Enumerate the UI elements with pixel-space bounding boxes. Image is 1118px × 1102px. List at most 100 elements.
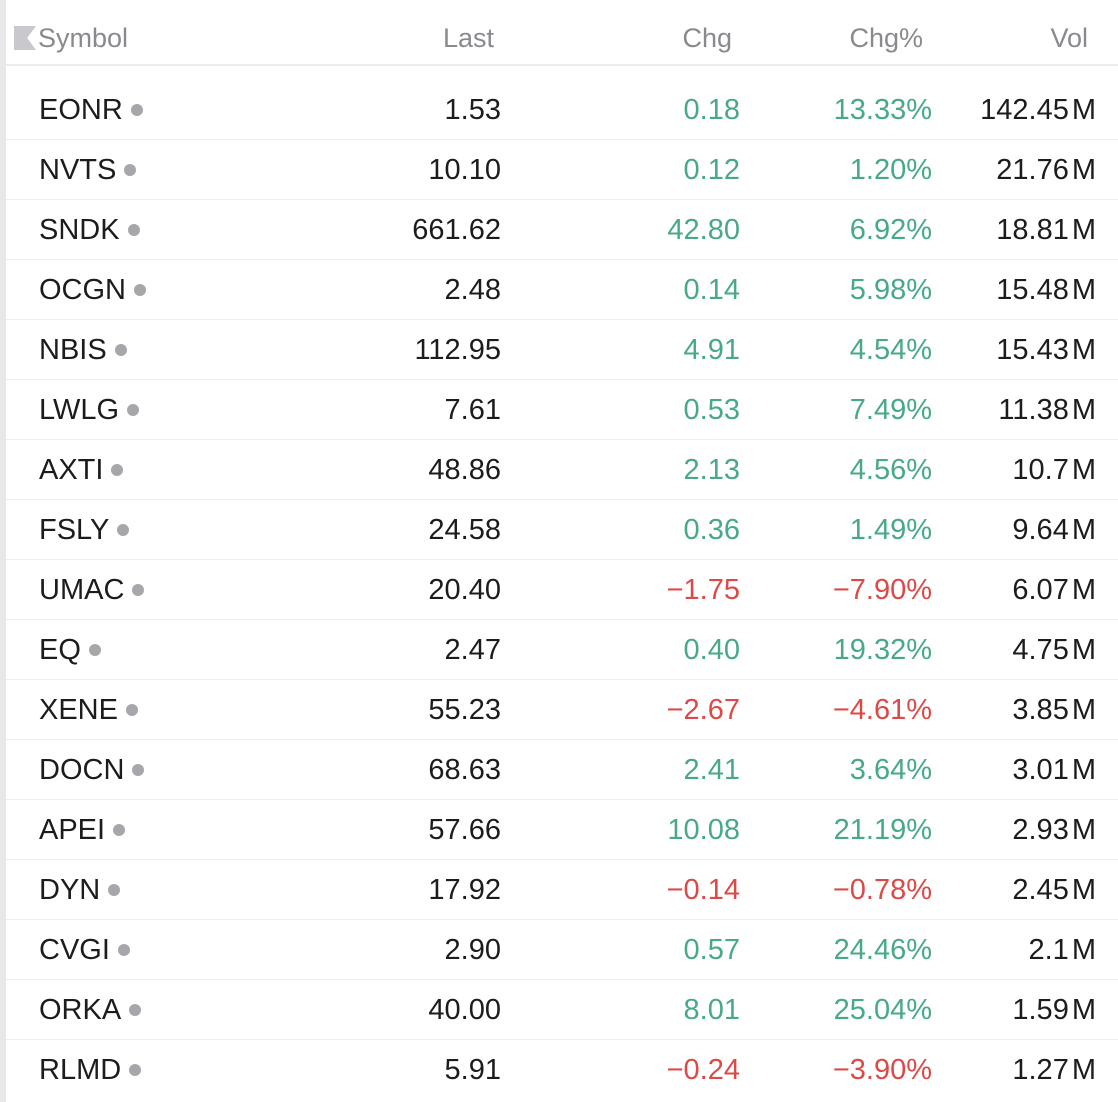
volume-unit: M (1071, 454, 1096, 486)
table-row[interactable]: CVGI 2.90 0.57 24.46% 2.1 M (6, 920, 1118, 980)
symbol-cell[interactable]: OCGN (39, 272, 146, 308)
header-last[interactable]: Last (442, 23, 494, 53)
last-price: 20.40 (428, 574, 501, 606)
table-row[interactable]: EQ 2.47 0.40 19.32% 4.75 M (6, 620, 1118, 680)
table-row[interactable]: NBIS 112.95 4.91 4.54% 15.43 M (6, 320, 1118, 380)
table-row[interactable]: APEI 57.66 10.08 21.19% 2.93 M (6, 800, 1118, 860)
symbol-label: XENE (39, 694, 118, 726)
header-chg[interactable]: Chg (682, 23, 732, 53)
symbol-cell[interactable]: FSLY (39, 512, 130, 548)
status-dot-icon (125, 704, 138, 716)
table-row[interactable]: AXTI 48.86 2.13 4.56% 10.7 M (6, 440, 1118, 500)
table-header: Symbol Last Chg Chg% Vol (6, 0, 1118, 66)
volume-cell: 3.01 M (1012, 752, 1096, 788)
change-value: −0.14 (666, 874, 740, 906)
symbol-label: AXTI (39, 454, 104, 486)
volume-unit: M (1071, 154, 1096, 186)
last-price: 112.95 (414, 334, 501, 366)
status-dot-icon (111, 464, 124, 476)
volume-unit: M (1071, 1054, 1096, 1086)
change-percent: 13.33% (833, 94, 932, 126)
table-row[interactable]: EONR 1.53 0.18 13.33% 142.45 M (6, 80, 1118, 140)
last-price: 48.86 (428, 454, 501, 486)
volume-cell: 142.45 M (980, 92, 1096, 128)
symbol-label: ORKA (39, 994, 122, 1026)
change-value: 0.36 (683, 514, 740, 546)
symbol-label: EONR (39, 94, 123, 126)
symbol-cell[interactable]: AXTI (39, 452, 124, 488)
last-price: 40.00 (428, 994, 501, 1026)
status-dot-icon (117, 944, 130, 956)
symbol-label: FSLY (39, 514, 110, 546)
volume-cell: 18.81 M (996, 212, 1096, 248)
change-value: 4.91 (683, 334, 740, 366)
symbol-cell[interactable]: XENE (39, 692, 138, 728)
table-row[interactable]: OCGN 2.48 0.14 5.98% 15.48 M (6, 260, 1118, 320)
change-percent: 7.49% (849, 394, 932, 426)
status-dot-icon (129, 1004, 142, 1016)
symbol-label: OCGN (39, 274, 126, 306)
change-value: 8.01 (683, 994, 740, 1026)
header-chg-percent[interactable]: Chg% (849, 23, 923, 53)
symbol-cell[interactable]: ORKA (39, 992, 142, 1028)
volume-value: 11.38 (998, 394, 1069, 426)
symbol-cell[interactable]: NBIS (39, 332, 127, 368)
symbol-cell[interactable]: CVGI (39, 932, 130, 968)
last-price: 68.63 (428, 754, 501, 786)
table-row[interactable]: FSLY 24.58 0.36 1.49% 9.64 M (6, 500, 1118, 560)
symbol-cell[interactable]: EQ (39, 632, 101, 668)
volume-unit: M (1071, 874, 1096, 906)
symbol-cell[interactable]: NVTS (39, 152, 137, 188)
header-symbol[interactable]: Symbol (38, 23, 129, 53)
volume-cell: 10.7 M (1012, 452, 1096, 488)
change-value: 42.80 (667, 214, 740, 246)
table-row[interactable]: DOCN 68.63 2.41 3.64% 3.01 M (6, 740, 1118, 800)
change-value: 0.14 (683, 274, 740, 306)
symbol-cell[interactable]: DOCN (39, 752, 145, 788)
symbol-label: DOCN (39, 754, 125, 786)
symbol-cell[interactable]: LWLG (39, 392, 140, 428)
change-value: 2.41 (683, 754, 740, 786)
volume-unit: M (1071, 814, 1096, 846)
last-price: 17.92 (428, 874, 501, 906)
volume-unit: M (1071, 694, 1096, 726)
symbol-cell[interactable]: UMAC (39, 572, 145, 608)
symbol-cell[interactable]: EONR (39, 92, 143, 128)
change-percent: 4.56% (849, 454, 932, 486)
change-value: −2.67 (666, 694, 740, 726)
symbol-label: APEI (39, 814, 106, 846)
change-percent: 1.20% (849, 154, 932, 186)
table-row[interactable]: SNDK 661.62 42.80 6.92% 18.81 M (6, 200, 1118, 260)
symbol-label: LWLG (39, 394, 120, 426)
table-row[interactable]: XENE 55.23 −2.67 −4.61% 3.85 M (6, 680, 1118, 740)
symbol-cell[interactable]: SNDK (39, 212, 140, 248)
table-row[interactable]: ORKA 40.00 8.01 25.04% 1.59 M (6, 980, 1118, 1040)
volume-value: 6.07 (1012, 574, 1069, 606)
volume-cell: 9.64 M (1012, 512, 1096, 548)
last-price: 7.61 (444, 394, 501, 426)
table-row[interactable]: RLMD 5.91 −0.24 −3.90% 1.27 M (6, 1040, 1118, 1100)
table-row[interactable]: NVTS 10.10 0.12 1.20% 21.76 M (6, 140, 1118, 200)
change-percent: 21.19% (833, 814, 932, 846)
volume-cell: 2.1 M (1029, 932, 1097, 968)
volume-value: 1.59 (1012, 994, 1069, 1026)
symbol-label: EQ (39, 634, 81, 666)
symbol-cell[interactable]: DYN (39, 872, 121, 908)
change-percent: 3.64% (849, 754, 932, 786)
table-row[interactable]: UMAC 20.40 −1.75 −7.90% 6.07 M (6, 560, 1118, 620)
table-row[interactable]: DYN 17.92 −0.14 −0.78% 2.45 M (6, 860, 1118, 920)
volume-value: 2.1 (1028, 934, 1069, 966)
symbol-cell[interactable]: RLMD (39, 1052, 142, 1088)
volume-unit: M (1071, 574, 1096, 606)
volume-cell: 21.76 M (996, 152, 1096, 188)
change-value: 0.57 (683, 934, 740, 966)
change-percent: 6.92% (849, 214, 932, 246)
table-row[interactable]: LWLG 7.61 0.53 7.49% 11.38 M (6, 380, 1118, 440)
symbol-cell[interactable]: APEI (39, 812, 126, 848)
sort-flag-icon[interactable] (14, 26, 36, 50)
volume-unit: M (1071, 634, 1096, 666)
status-dot-icon (124, 164, 137, 176)
volume-cell: 15.48 M (996, 272, 1096, 308)
status-dot-icon (113, 824, 126, 836)
header-vol[interactable]: Vol (1050, 23, 1088, 53)
